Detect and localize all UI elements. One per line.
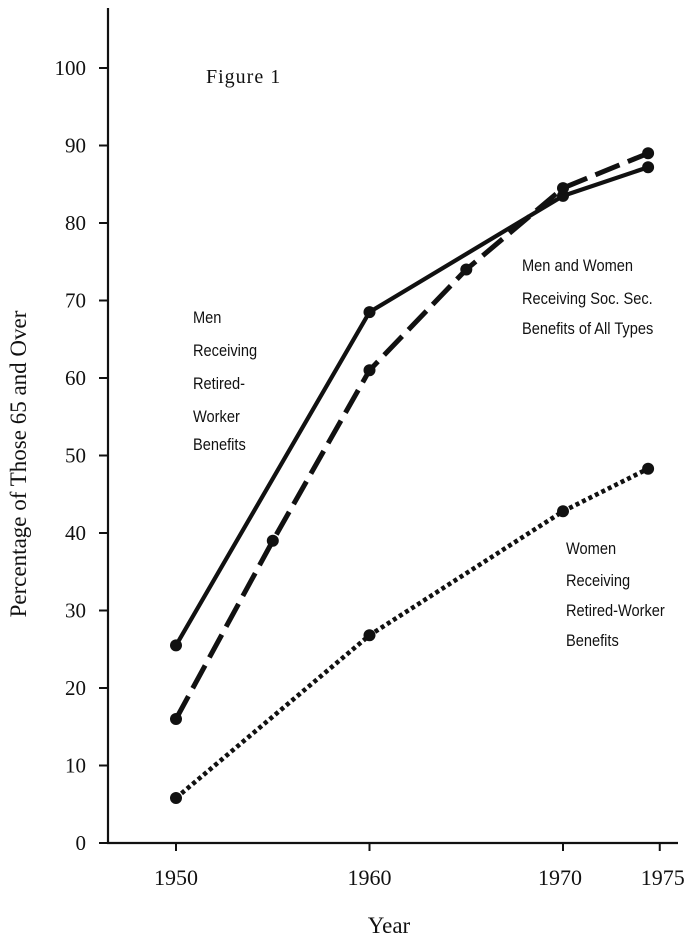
data-point-dashed [557, 182, 569, 195]
y-tick-label: 70 [65, 289, 86, 313]
data-point-dotted [557, 505, 569, 518]
x-axis-label: Year [368, 913, 411, 938]
series-line-solid [174, 165, 649, 647]
x-tick-label: 1970 [538, 865, 582, 890]
x-tick-label: 1960 [348, 865, 392, 890]
x-tick-label: 1975 [641, 865, 685, 890]
x-tick-label: 1950 [154, 865, 198, 890]
data-point-dashed [363, 364, 376, 377]
annotation-men-retired-worker: Men Receiving Retired- Worker Benefits [193, 309, 261, 454]
data-point-solid [170, 639, 182, 652]
y-axis-label: Percentage of Those 65 and Over [6, 310, 31, 617]
y-tick-label: 20 [65, 676, 86, 700]
x-axis-ticks: 1950 1960 1970 1975 [154, 843, 685, 890]
data-point-dashed [266, 534, 279, 547]
data-point-solid [363, 306, 376, 319]
chart-title: Figure 1 [206, 66, 281, 88]
y-tick-label: 100 [55, 56, 87, 80]
data-point-dashed [460, 263, 473, 276]
series-layer [170, 147, 655, 804]
y-tick-label: 30 [65, 599, 86, 623]
data-point-dotted [642, 462, 655, 475]
y-axis-ticks: 0 10 20 30 40 50 60 70 80 90 100 [55, 56, 108, 855]
annotation-all-types: Men and Women Receiving Soc. Sec. Benefi… [522, 257, 657, 338]
y-tick-label: 10 [65, 754, 86, 778]
data-point-dotted [170, 792, 182, 804]
data-point-dotted [363, 629, 376, 642]
data-point-dashed [170, 713, 182, 725]
y-tick-label: 60 [65, 366, 86, 390]
annotation-women-retired-worker: Women Receiving Retired-Worker Benefits [566, 540, 669, 650]
y-tick-label: 0 [76, 831, 87, 855]
data-point-dashed [642, 147, 655, 160]
y-tick-label: 80 [65, 211, 86, 235]
data-point-solid [642, 161, 655, 174]
series-line-dotted [174, 466, 650, 800]
y-tick-label: 50 [65, 444, 86, 468]
y-tick-label: 90 [65, 134, 86, 158]
series-line-dashed [173, 150, 650, 721]
y-tick-label: 40 [65, 521, 86, 545]
